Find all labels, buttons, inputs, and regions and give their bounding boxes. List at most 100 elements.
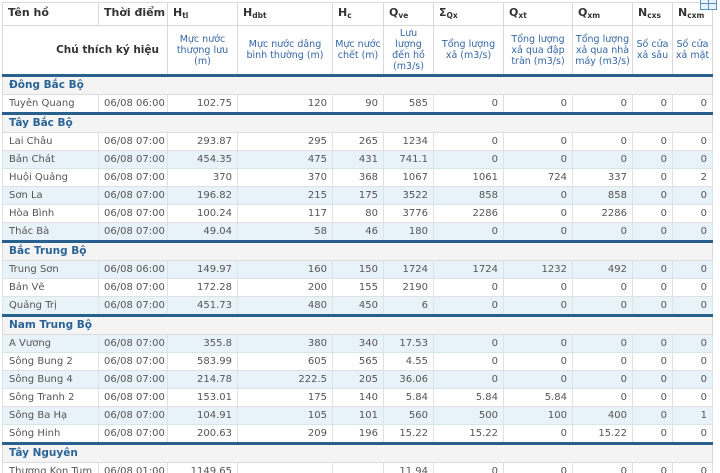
value-cell-ncxm: 2: [672, 168, 713, 187]
value-cell-qxt: 0: [503, 424, 573, 444]
value-cell-ncxs: 0: [632, 204, 673, 223]
value-cell-qve: 5.84: [383, 388, 434, 407]
value-cell-qxm: 858: [572, 186, 633, 205]
reservoir-name-cell: Sông Bung 4: [2, 370, 99, 389]
region-label: Tây Nguyên: [2, 442, 713, 463]
value-cell-qxt: 0: [503, 132, 573, 151]
reservoir-name-cell: Thượng Kon Tum: [2, 462, 99, 473]
value-cell-ncxs: 0: [632, 278, 673, 297]
value-cell-ncxm: 0: [672, 370, 713, 389]
value-cell-qxm: 0: [572, 334, 633, 353]
region-label: Bắc Trung Bộ: [2, 240, 713, 261]
value-cell-ncxs: 0: [632, 132, 673, 151]
col-desc-hc: Mực nước chết (m): [332, 25, 384, 77]
table-row: Thượng Kon Tum 06/08 01:00 1149.65 11.94 0 0 0…: [2, 462, 713, 473]
value-cell-hc: 431: [332, 150, 384, 169]
value-cell-hc: 196: [332, 424, 384, 444]
table-row: A Vương 06/08 07:00 355.8 380 340 17.53 0 0 0 0 0: [2, 334, 713, 353]
value-cell-ncxs: 0: [632, 296, 673, 316]
reservoir-name-cell: Sông Tranh 2: [2, 388, 99, 407]
value-cell-ncxs: 0: [632, 334, 673, 353]
value-cell-htl: 153.01: [167, 388, 238, 407]
value-cell-qxt: 0: [503, 204, 573, 223]
value-cell-ncxm: 1: [672, 406, 713, 425]
col-header-sqx: ΣQx: [433, 2, 504, 26]
value-cell-htl: 200.63: [167, 424, 238, 444]
table-row: Huội Quảng 06/08 07:00 370 370 368 1067 1061 72…: [2, 168, 713, 187]
value-cell-qxt: 0: [503, 370, 573, 389]
time-cell: 06/08 06:00: [98, 260, 168, 279]
value-cell-htl: 451.73: [167, 296, 238, 316]
reservoir-name-cell: Bản Vẽ: [2, 278, 99, 297]
col-desc-sqx: Tổng lượng xả (m3/s): [433, 25, 504, 77]
reservoir-name-cell: Sông Bung 2: [2, 352, 99, 371]
value-cell-sqx: 500: [433, 406, 504, 425]
col-header-thoi-diem: Thời điểm: [98, 2, 168, 26]
time-cell: 06/08 07:00: [98, 334, 168, 353]
value-cell-qxt: 0: [503, 94, 573, 114]
time-cell: 06/08 07:00: [98, 296, 168, 316]
value-cell-htl: 214.78: [167, 370, 238, 389]
value-cell-htl: 454.35: [167, 150, 238, 169]
value-cell-ncxs: 0: [632, 370, 673, 389]
table-row: Bản Vẽ 06/08 07:00 172.28 200 155 2190 0 0 0 0 0: [2, 278, 713, 297]
value-cell-qxm: 0: [572, 94, 633, 114]
reservoir-name-cell: Sông Ba Hạ: [2, 406, 99, 425]
table-row: Sông Ba Hạ 06/08 07:00 104.91 105 101 560 500 1…: [2, 406, 713, 425]
value-cell-ncxs: 0: [632, 260, 673, 279]
col-desc-ncxm: Số cửa xả mặt: [672, 25, 713, 77]
header-row-descriptions: Chú thích ký hiệu Mực nước thượng lưu (m…: [2, 25, 713, 77]
col-header-hdbt: Hdbt: [237, 2, 333, 26]
value-cell-sqx: 5.84: [433, 388, 504, 407]
table-header: Tên hồ Thời điểm Htl Hdbt Hc Qve ΣQx Qxt…: [2, 2, 713, 77]
value-cell-ncxm: 0: [672, 150, 713, 169]
value-cell-ncxs: 0: [632, 462, 673, 473]
value-cell-hc: 155: [332, 278, 384, 297]
region-label: Đông Bắc Bộ: [2, 74, 713, 95]
value-cell-sqx: 0: [433, 462, 504, 473]
table-row: Sơn La 06/08 07:00 196.82 215 175 3522 858 0 858…: [2, 186, 713, 205]
table-body: Đông Bắc Bộ Tuyên Quang 06/08 06:00 102.75 1…: [2, 74, 713, 473]
value-cell-htl: 149.97: [167, 260, 238, 279]
value-cell-hdbt: 160: [237, 260, 333, 279]
value-cell-ncxs: 0: [632, 222, 673, 242]
value-cell-htl: 196.82: [167, 186, 238, 205]
table-row: Sông Tranh 2 06/08 07:00 153.01 175 140 5.84 5…: [2, 388, 713, 407]
col-header-qxt: Qxt: [503, 2, 573, 26]
value-cell-sqx: 0: [433, 352, 504, 371]
value-cell-sqx: 0: [433, 278, 504, 297]
time-cell: 06/08 07:00: [98, 352, 168, 371]
value-cell-qxt: 5.84: [503, 388, 573, 407]
value-cell-qve: 17.53: [383, 334, 434, 353]
value-cell-hc: 150: [332, 260, 384, 279]
value-cell-qve: 11.94: [383, 462, 434, 473]
reservoir-name-cell: Thác Bà: [2, 222, 99, 242]
reservoir-name-cell: Quảng Trị: [2, 296, 99, 316]
value-cell-qve: 4.55: [383, 352, 434, 371]
col-header-ncxs: Ncxs: [632, 2, 673, 26]
grid-cell: [701, 3, 708, 9]
value-cell-hdbt: 209: [237, 424, 333, 444]
value-cell-hdbt: 475: [237, 150, 333, 169]
value-cell-hdbt: 117: [237, 204, 333, 223]
value-cell-qxm: 400: [572, 406, 633, 425]
table-row: Tuyên Quang 06/08 06:00 102.75 120 90 585 0 0 0 0…: [2, 94, 713, 114]
table-grid-icon[interactable]: [700, 0, 717, 10]
value-cell-hdbt: 295: [237, 132, 333, 151]
value-cell-htl: 355.8: [167, 334, 238, 353]
value-cell-sqx: 0: [433, 150, 504, 169]
value-cell-hc: 205: [332, 370, 384, 389]
value-cell-htl: 102.75: [167, 94, 238, 114]
value-cell-qxm: 0: [572, 296, 633, 316]
region-row: Nam Trung Bộ: [2, 314, 713, 335]
value-cell-qve: 560: [383, 406, 434, 425]
grid-cell: [709, 3, 716, 9]
time-cell: 06/08 07:00: [98, 388, 168, 407]
table-row: Thác Bà 06/08 07:00 49.04 58 46 180 0 0 0 0 0: [2, 222, 713, 242]
region-label: Tây Bắc Bộ: [2, 112, 713, 133]
value-cell-sqx: 0: [433, 94, 504, 114]
value-cell-qxm: 15.22: [572, 424, 633, 444]
time-cell: 06/08 07:00: [98, 278, 168, 297]
value-cell-hc: 368: [332, 168, 384, 187]
reservoir-name-cell: Huội Quảng: [2, 168, 99, 187]
